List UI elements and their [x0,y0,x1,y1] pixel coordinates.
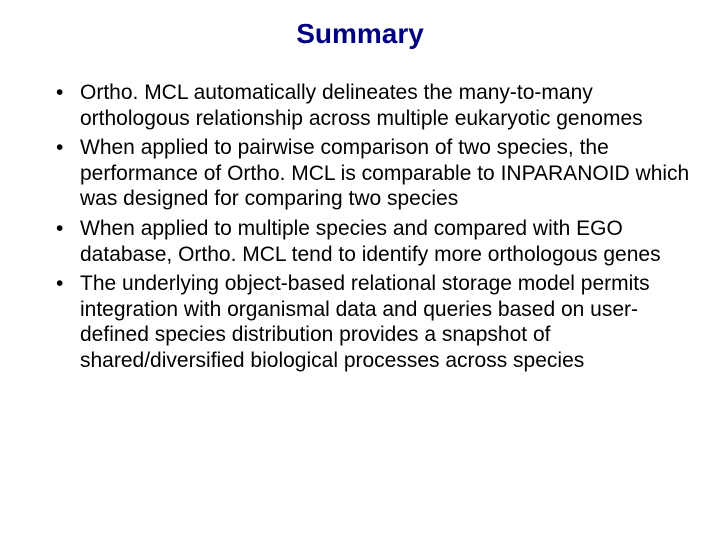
bullet-list: Ortho. MCL automatically delineates the … [30,80,690,374]
bullet-item: The underlying object-based relational s… [50,271,690,373]
bullet-item: When applied to multiple species and com… [50,216,690,267]
bullet-item: Ortho. MCL automatically delineates the … [50,80,690,131]
bullet-item: When applied to pairwise comparison of t… [50,135,690,212]
slide-title: Summary [30,18,690,50]
